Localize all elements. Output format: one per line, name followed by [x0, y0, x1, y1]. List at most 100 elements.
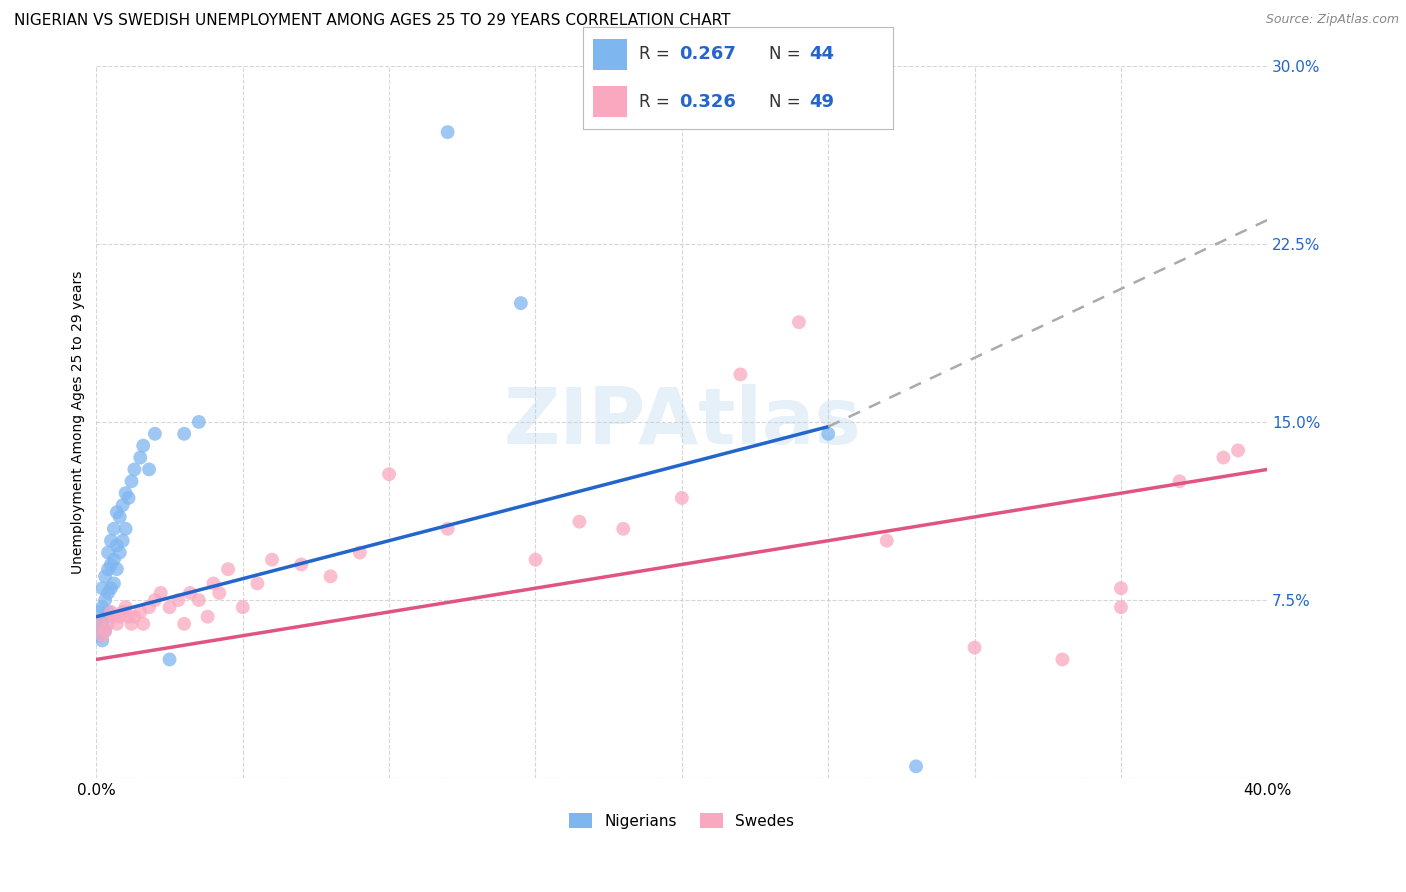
Point	[187, 415, 209, 429]
Point	[117, 609, 139, 624]
Text: 44: 44	[810, 45, 834, 63]
Point	[105, 538, 128, 552]
Point	[89, 629, 111, 643]
Point	[159, 652, 181, 666]
Point	[876, 533, 898, 548]
Point	[105, 616, 128, 631]
Text: N =: N =	[769, 45, 806, 63]
Y-axis label: Unemployment Among Ages 25 to 29 years: Unemployment Among Ages 25 to 29 years	[72, 270, 86, 574]
Text: R =: R =	[640, 45, 675, 63]
Point	[124, 609, 146, 624]
Point	[94, 609, 117, 624]
Point	[202, 576, 225, 591]
Point	[97, 586, 120, 600]
Point	[260, 552, 283, 566]
Point	[121, 475, 143, 489]
Point	[963, 640, 986, 655]
Point	[91, 581, 114, 595]
Point	[111, 498, 134, 512]
Point	[100, 581, 122, 595]
Point	[89, 616, 111, 631]
Point	[1168, 475, 1191, 489]
Point	[108, 510, 131, 524]
Point	[319, 569, 342, 583]
Point	[509, 296, 531, 310]
Point	[97, 562, 120, 576]
Point	[114, 522, 136, 536]
Point	[905, 759, 928, 773]
Point	[100, 605, 122, 619]
Point	[246, 576, 269, 591]
Point	[94, 593, 117, 607]
Point	[103, 552, 125, 566]
Point	[173, 426, 195, 441]
Point	[524, 552, 547, 566]
Point	[121, 616, 143, 631]
Point	[378, 467, 401, 482]
Point	[94, 624, 117, 638]
Legend: Nigerians, Swedes: Nigerians, Swedes	[564, 806, 800, 835]
Point	[232, 600, 254, 615]
Point	[105, 505, 128, 519]
Point	[103, 522, 125, 536]
Point	[138, 462, 160, 476]
Point	[97, 605, 120, 619]
Point	[1109, 581, 1132, 595]
Point	[132, 616, 155, 631]
Point	[612, 522, 634, 536]
Point	[1212, 450, 1234, 465]
Point	[117, 491, 139, 505]
Point	[124, 462, 146, 476]
Point	[129, 450, 152, 465]
Point	[568, 515, 591, 529]
Point	[94, 569, 117, 583]
Point	[143, 593, 166, 607]
FancyBboxPatch shape	[593, 39, 627, 70]
Text: 0.267: 0.267	[679, 45, 737, 63]
Point	[197, 609, 219, 624]
Point	[91, 633, 114, 648]
Point	[89, 616, 111, 631]
Point	[100, 558, 122, 572]
Point	[94, 624, 117, 638]
Text: 0.326: 0.326	[679, 93, 737, 111]
Point	[108, 545, 131, 559]
Point	[730, 368, 752, 382]
FancyBboxPatch shape	[593, 87, 627, 117]
Point	[91, 600, 114, 615]
Point	[91, 629, 114, 643]
Point	[787, 315, 810, 329]
Point	[290, 558, 312, 572]
Point	[108, 609, 131, 624]
Point	[103, 609, 125, 624]
Point	[103, 576, 125, 591]
Point	[187, 593, 209, 607]
Point	[91, 616, 114, 631]
Point	[179, 586, 201, 600]
Point	[114, 600, 136, 615]
Point	[97, 545, 120, 559]
Point	[817, 426, 839, 441]
Point	[173, 616, 195, 631]
Point	[138, 600, 160, 615]
Text: 49: 49	[810, 93, 834, 111]
Point	[105, 562, 128, 576]
Point	[149, 586, 172, 600]
Point	[100, 533, 122, 548]
Point	[1052, 652, 1074, 666]
Point	[159, 600, 181, 615]
Point	[89, 605, 111, 619]
Point	[436, 125, 458, 139]
Text: NIGERIAN VS SWEDISH UNEMPLOYMENT AMONG AGES 25 TO 29 YEARS CORRELATION CHART: NIGERIAN VS SWEDISH UNEMPLOYMENT AMONG A…	[14, 13, 731, 29]
Point	[111, 605, 134, 619]
Point	[114, 486, 136, 500]
Point	[208, 586, 231, 600]
Point	[436, 522, 458, 536]
Point	[1109, 600, 1132, 615]
Text: N =: N =	[769, 93, 806, 111]
Point	[167, 593, 190, 607]
Text: R =: R =	[640, 93, 675, 111]
Point	[111, 533, 134, 548]
Point	[97, 616, 120, 631]
Point	[1227, 443, 1250, 458]
